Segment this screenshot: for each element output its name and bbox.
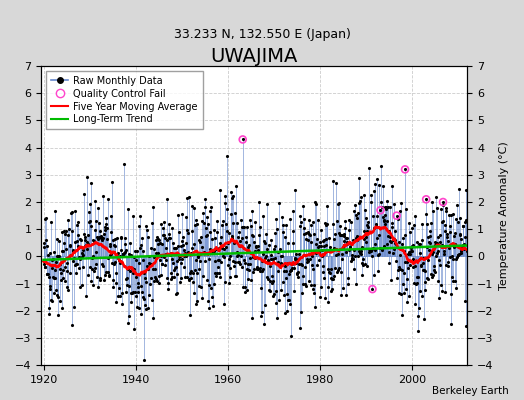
- Title: UWAJIMA: UWAJIMA: [211, 47, 298, 66]
- Text: Berkeley Earth: Berkeley Earth: [432, 386, 508, 396]
- Legend: Raw Monthly Data, Quality Control Fail, Five Year Moving Average, Long-Term Tren: Raw Monthly Data, Quality Control Fail, …: [46, 71, 203, 129]
- Point: [368, 286, 377, 292]
- Y-axis label: Temperature Anomaly (°C): Temperature Anomaly (°C): [499, 141, 509, 290]
- Point: [422, 196, 430, 202]
- Point: [401, 166, 409, 172]
- Point: [392, 212, 401, 219]
- Point: [376, 207, 385, 213]
- Point: [439, 199, 447, 205]
- Point: [238, 136, 247, 143]
- Text: 33.233 N, 132.550 E (Japan): 33.233 N, 132.550 E (Japan): [173, 28, 351, 41]
